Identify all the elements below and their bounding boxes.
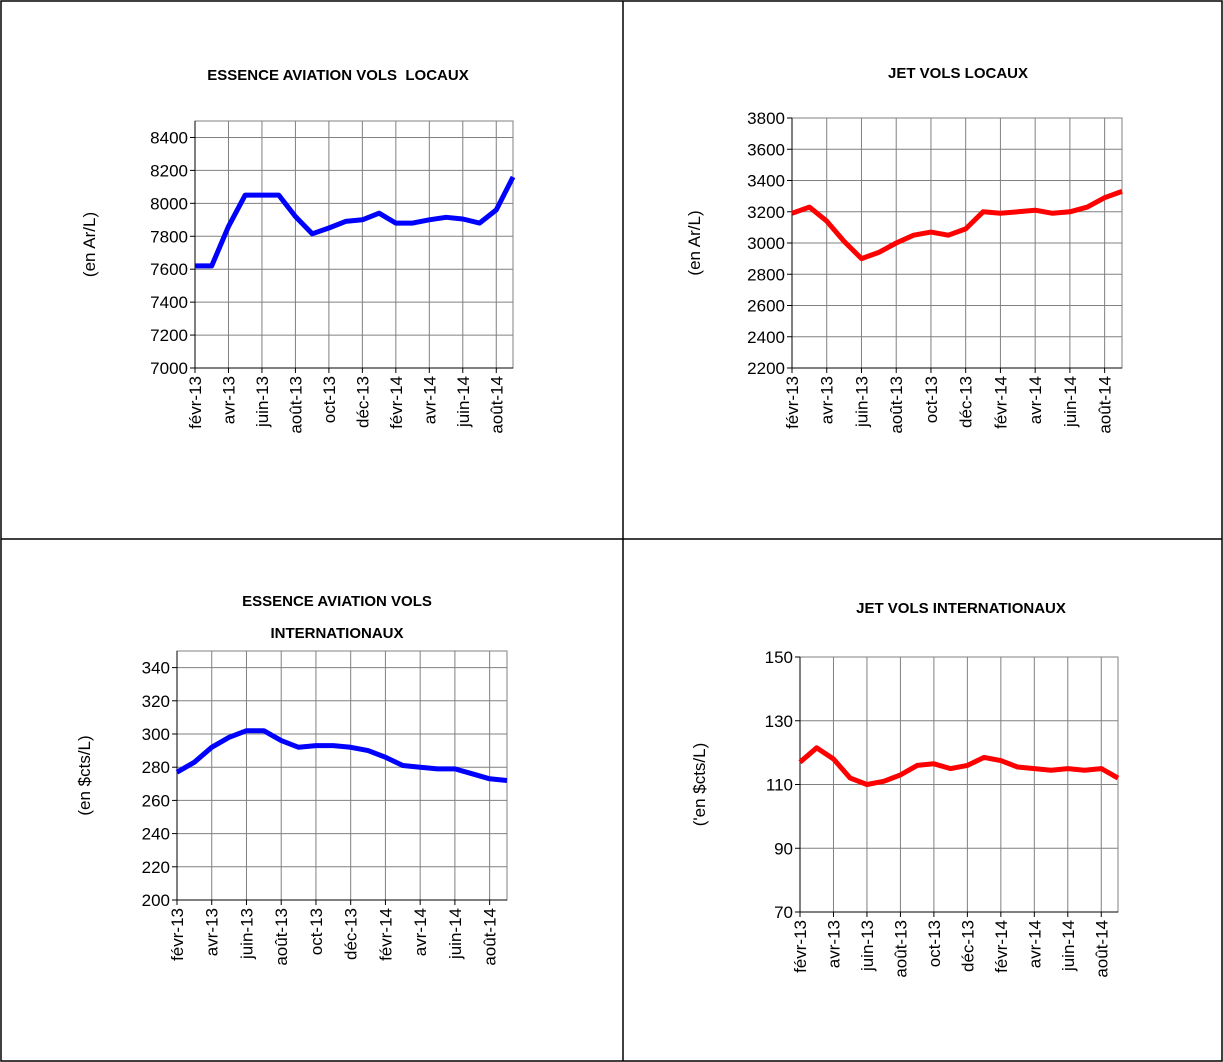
x-tick-label: avr-13 — [203, 908, 222, 956]
x-tick-label: juin-14 — [1061, 376, 1080, 428]
y-tick-label: 3600 — [747, 140, 785, 159]
y-tick-label: 130 — [765, 712, 793, 731]
x-tick-label: juin-14 — [454, 376, 473, 428]
y-tick-label: 320 — [142, 692, 170, 711]
y-tick-label: 200 — [142, 891, 170, 910]
x-tick-label: déc-13 — [353, 376, 372, 428]
x-tick-label: déc-13 — [342, 908, 361, 960]
x-tick-label: févr-13 — [168, 908, 187, 961]
x-tick-label: oct-13 — [925, 920, 944, 967]
x-tick-label: oct-13 — [307, 908, 326, 955]
x-tick-label: févr-14 — [387, 376, 406, 429]
y-tick-label: 150 — [765, 648, 793, 667]
x-tick-label: févr-14 — [376, 908, 395, 961]
y-tick-label: 220 — [142, 858, 170, 877]
y-tick-label: 3200 — [747, 203, 785, 222]
y-tick-label: 7000 — [150, 359, 188, 378]
y-tick-label: 2600 — [747, 297, 785, 316]
x-tick-label: avr-14 — [411, 908, 430, 956]
chart-title: JET VOLS LOCAUX — [888, 65, 1028, 82]
x-tick-label: févr-13 — [186, 376, 205, 429]
plot-area — [176, 650, 508, 901]
y-tick-label: 2800 — [747, 265, 785, 284]
y-tick-label: 7800 — [150, 227, 188, 246]
chart-title: ESSENCE AVIATION VOLS LOCAUX — [207, 67, 468, 84]
y-tick-label: 8000 — [150, 194, 188, 213]
x-tick-label: févr-13 — [791, 920, 810, 973]
x-tick-label: févr-13 — [783, 376, 802, 429]
x-tick-label: oct-13 — [922, 376, 941, 423]
y-tick-label: 2200 — [747, 359, 785, 378]
x-tick-label: déc-13 — [958, 920, 977, 972]
x-tick-label: déc-13 — [957, 376, 976, 428]
x-tick-label: avr-14 — [1025, 920, 1044, 968]
x-tick-label: juin-13 — [253, 376, 272, 428]
x-tick-label: févr-14 — [992, 920, 1011, 973]
y-tick-label: 300 — [142, 725, 170, 744]
x-tick-label: juin-14 — [1059, 920, 1078, 972]
y-tick-label: 90 — [774, 839, 793, 858]
data-line — [175, 728, 508, 783]
y-tick-label: 110 — [766, 776, 793, 795]
x-tick-label: août-14 — [481, 908, 500, 966]
data-line — [791, 189, 1123, 262]
x-tick-label: avr-13 — [824, 920, 843, 968]
x-tick-label: avr-13 — [818, 376, 837, 424]
x-tick-label: avr-13 — [219, 376, 238, 424]
y-tick-label: 240 — [142, 825, 170, 844]
chart-title: ESSENCE AVIATION VOLS — [242, 593, 432, 610]
y-tick-label: 3400 — [747, 172, 785, 191]
x-tick-label: juin-13 — [852, 376, 871, 428]
y-tick-label: 340 — [142, 659, 170, 678]
x-tick-label: avr-14 — [1026, 376, 1045, 424]
x-tick-label: juin-14 — [446, 908, 465, 960]
chart-title: JET VOLS INTERNATIONAUX — [856, 600, 1066, 617]
y-tick-label: 3800 — [747, 109, 785, 128]
y-tick-label: 7400 — [150, 293, 188, 312]
x-tick-label: juin-13 — [858, 920, 877, 972]
x-tick-label: août-13 — [887, 376, 906, 434]
x-tick-label: août-13 — [272, 908, 291, 966]
y-tick-label: 8400 — [150, 128, 188, 147]
x-tick-label: août-13 — [286, 376, 305, 434]
y-tick-label: 280 — [142, 758, 170, 777]
x-tick-label: févr-14 — [991, 376, 1010, 429]
x-tick-label: août-14 — [487, 376, 506, 434]
y-axis-label: (en $cts/L) — [75, 735, 94, 815]
y-axis-label: ('en $cts/L) — [690, 743, 709, 827]
y-tick-label: 7200 — [150, 326, 188, 345]
y-tick-label: 3000 — [747, 234, 785, 253]
x-tick-label: août-14 — [1092, 920, 1111, 978]
x-tick-label: août-13 — [891, 920, 910, 978]
x-tick-label: juin-13 — [237, 908, 256, 960]
data-line — [195, 175, 516, 269]
x-tick-label: août-14 — [1096, 376, 1115, 434]
x-tick-label: avr-14 — [420, 376, 439, 424]
plot-area — [194, 120, 514, 369]
y-tick-label: 8200 — [150, 161, 188, 180]
y-tick-label: 70 — [774, 903, 793, 922]
y-tick-label: 7600 — [150, 260, 188, 279]
y-tick-label: 2400 — [747, 328, 785, 347]
data-line — [798, 745, 1120, 787]
y-axis-label: (en Ar/L) — [80, 212, 99, 277]
x-tick-label: oct-13 — [320, 376, 339, 423]
y-axis-label: (en Ar/L) — [685, 210, 704, 275]
y-tick-label: 260 — [142, 791, 170, 810]
chart-title: INTERNATIONAUX — [270, 625, 403, 642]
